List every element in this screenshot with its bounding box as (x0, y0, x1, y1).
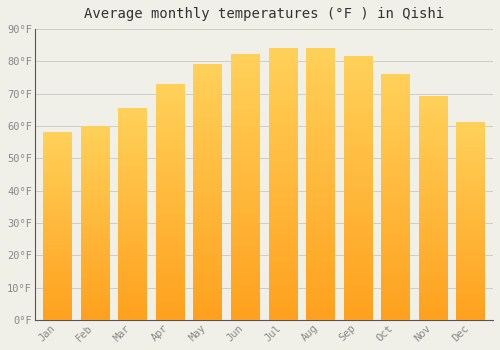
Title: Average monthly temperatures (°F ) in Qishi: Average monthly temperatures (°F ) in Qi… (84, 7, 444, 21)
